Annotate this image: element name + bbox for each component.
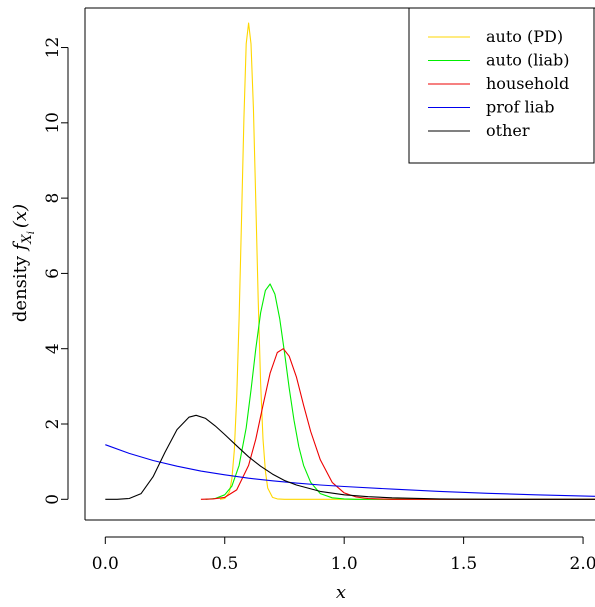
y-tick-label: 2 xyxy=(43,419,63,430)
y-axis-title-suffix: (x) xyxy=(10,204,31,228)
y-axis-title-subscript: X xyxy=(20,234,35,245)
x-tick-label: 0.5 xyxy=(211,554,238,574)
y-tick-label: 12 xyxy=(43,37,63,59)
legend-box xyxy=(408,7,595,164)
y-tick-label: 4 xyxy=(43,343,63,354)
y-axis-title: density fXi(x) xyxy=(10,204,37,322)
legend-label: auto (PD) xyxy=(486,27,563,46)
legend-label: auto (liab) xyxy=(486,51,570,70)
legend-label: household xyxy=(486,74,569,93)
series-line-prof-liab xyxy=(105,444,595,497)
x-tick-label: 0.0 xyxy=(92,554,119,574)
y-tick-label: 8 xyxy=(43,193,63,204)
series-line-other xyxy=(105,414,595,500)
legend-label: prof liab xyxy=(486,98,555,117)
x-axis-title: x xyxy=(336,582,346,603)
legend-label: other xyxy=(486,121,530,140)
y-axis: 0 2 4 6 8 10 12 xyxy=(43,37,69,505)
series-line-auto-pd xyxy=(219,22,595,500)
x-tick-label: 1.0 xyxy=(331,554,358,574)
y-tick-label: 6 xyxy=(43,268,63,279)
x-tick-label: 1.5 xyxy=(450,554,477,574)
legend: auto (PD) auto (liab) household prof liab ot… xyxy=(408,7,595,164)
x-axis: 0.0 0.5 1.0 1.5 2.0 xyxy=(92,536,595,574)
series-line-auto-liab xyxy=(205,283,595,500)
y-axis-title-subsubscript: i xyxy=(26,231,37,234)
x-tick-label: 2.0 xyxy=(570,554,595,574)
series-layer xyxy=(105,22,595,500)
y-tick-label: 0 xyxy=(43,494,63,505)
y-axis-title-prefix: density xyxy=(10,250,31,322)
series-line-household xyxy=(200,348,595,500)
y-tick-label: 10 xyxy=(43,112,63,134)
